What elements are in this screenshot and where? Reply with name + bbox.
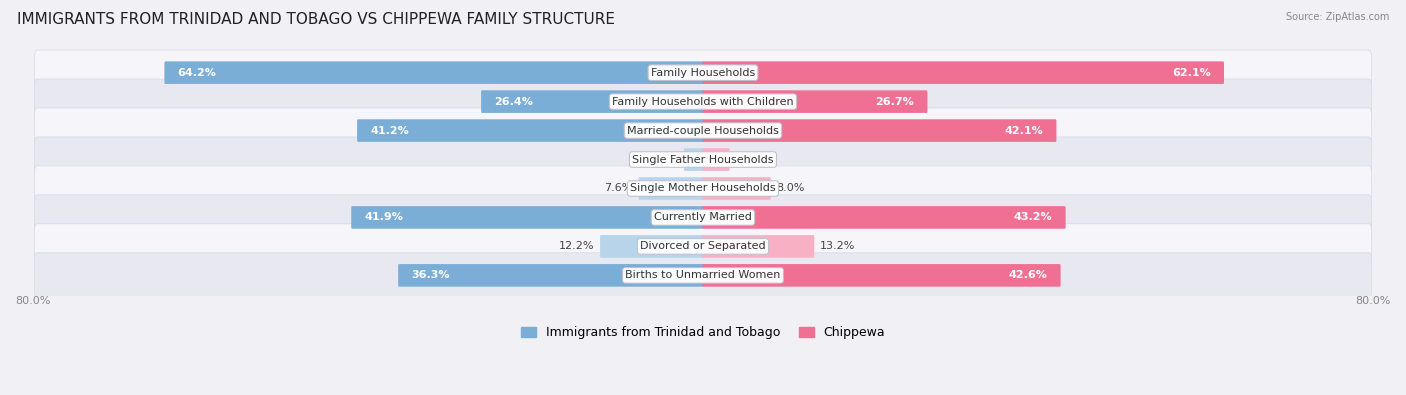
- FancyBboxPatch shape: [683, 148, 703, 171]
- FancyBboxPatch shape: [481, 90, 703, 113]
- FancyBboxPatch shape: [703, 148, 730, 171]
- FancyBboxPatch shape: [703, 206, 1066, 229]
- FancyBboxPatch shape: [34, 50, 1372, 95]
- FancyBboxPatch shape: [703, 119, 1056, 142]
- FancyBboxPatch shape: [600, 235, 703, 258]
- FancyBboxPatch shape: [34, 137, 1372, 182]
- FancyBboxPatch shape: [34, 253, 1372, 298]
- Text: 80.0%: 80.0%: [15, 295, 51, 306]
- FancyBboxPatch shape: [34, 79, 1372, 124]
- Text: Single Father Households: Single Father Households: [633, 154, 773, 165]
- Text: 26.4%: 26.4%: [495, 97, 533, 107]
- Text: 12.2%: 12.2%: [558, 241, 595, 251]
- Text: 42.1%: 42.1%: [1004, 126, 1043, 135]
- Text: Family Households: Family Households: [651, 68, 755, 78]
- Text: 80.0%: 80.0%: [1355, 295, 1391, 306]
- FancyBboxPatch shape: [34, 195, 1372, 240]
- FancyBboxPatch shape: [34, 108, 1372, 153]
- Text: Single Mother Households: Single Mother Households: [630, 184, 776, 194]
- Text: 42.6%: 42.6%: [1008, 270, 1047, 280]
- Text: 3.1%: 3.1%: [735, 154, 763, 165]
- FancyBboxPatch shape: [703, 177, 770, 200]
- Text: 36.3%: 36.3%: [412, 270, 450, 280]
- Text: 13.2%: 13.2%: [820, 241, 856, 251]
- FancyBboxPatch shape: [165, 61, 703, 84]
- FancyBboxPatch shape: [34, 166, 1372, 211]
- Text: 64.2%: 64.2%: [177, 68, 217, 78]
- Text: IMMIGRANTS FROM TRINIDAD AND TOBAGO VS CHIPPEWA FAMILY STRUCTURE: IMMIGRANTS FROM TRINIDAD AND TOBAGO VS C…: [17, 12, 614, 27]
- Legend: Immigrants from Trinidad and Tobago, Chippewa: Immigrants from Trinidad and Tobago, Chi…: [516, 321, 890, 344]
- Text: 41.2%: 41.2%: [370, 126, 409, 135]
- FancyBboxPatch shape: [34, 224, 1372, 269]
- Text: Family Households with Children: Family Households with Children: [612, 97, 794, 107]
- Text: Births to Unmarried Women: Births to Unmarried Women: [626, 270, 780, 280]
- Text: Source: ZipAtlas.com: Source: ZipAtlas.com: [1285, 12, 1389, 22]
- FancyBboxPatch shape: [703, 61, 1225, 84]
- Text: 43.2%: 43.2%: [1014, 213, 1053, 222]
- FancyBboxPatch shape: [703, 264, 1060, 287]
- Text: 62.1%: 62.1%: [1173, 68, 1211, 78]
- FancyBboxPatch shape: [352, 206, 703, 229]
- Text: 41.9%: 41.9%: [364, 213, 404, 222]
- Text: Married-couple Households: Married-couple Households: [627, 126, 779, 135]
- FancyBboxPatch shape: [357, 119, 703, 142]
- Text: Currently Married: Currently Married: [654, 213, 752, 222]
- FancyBboxPatch shape: [638, 177, 703, 200]
- FancyBboxPatch shape: [398, 264, 703, 287]
- Text: Divorced or Separated: Divorced or Separated: [640, 241, 766, 251]
- Text: 2.2%: 2.2%: [650, 154, 678, 165]
- Text: 8.0%: 8.0%: [776, 184, 806, 194]
- Text: 26.7%: 26.7%: [876, 97, 914, 107]
- FancyBboxPatch shape: [703, 235, 814, 258]
- FancyBboxPatch shape: [703, 90, 928, 113]
- Text: 7.6%: 7.6%: [605, 184, 633, 194]
